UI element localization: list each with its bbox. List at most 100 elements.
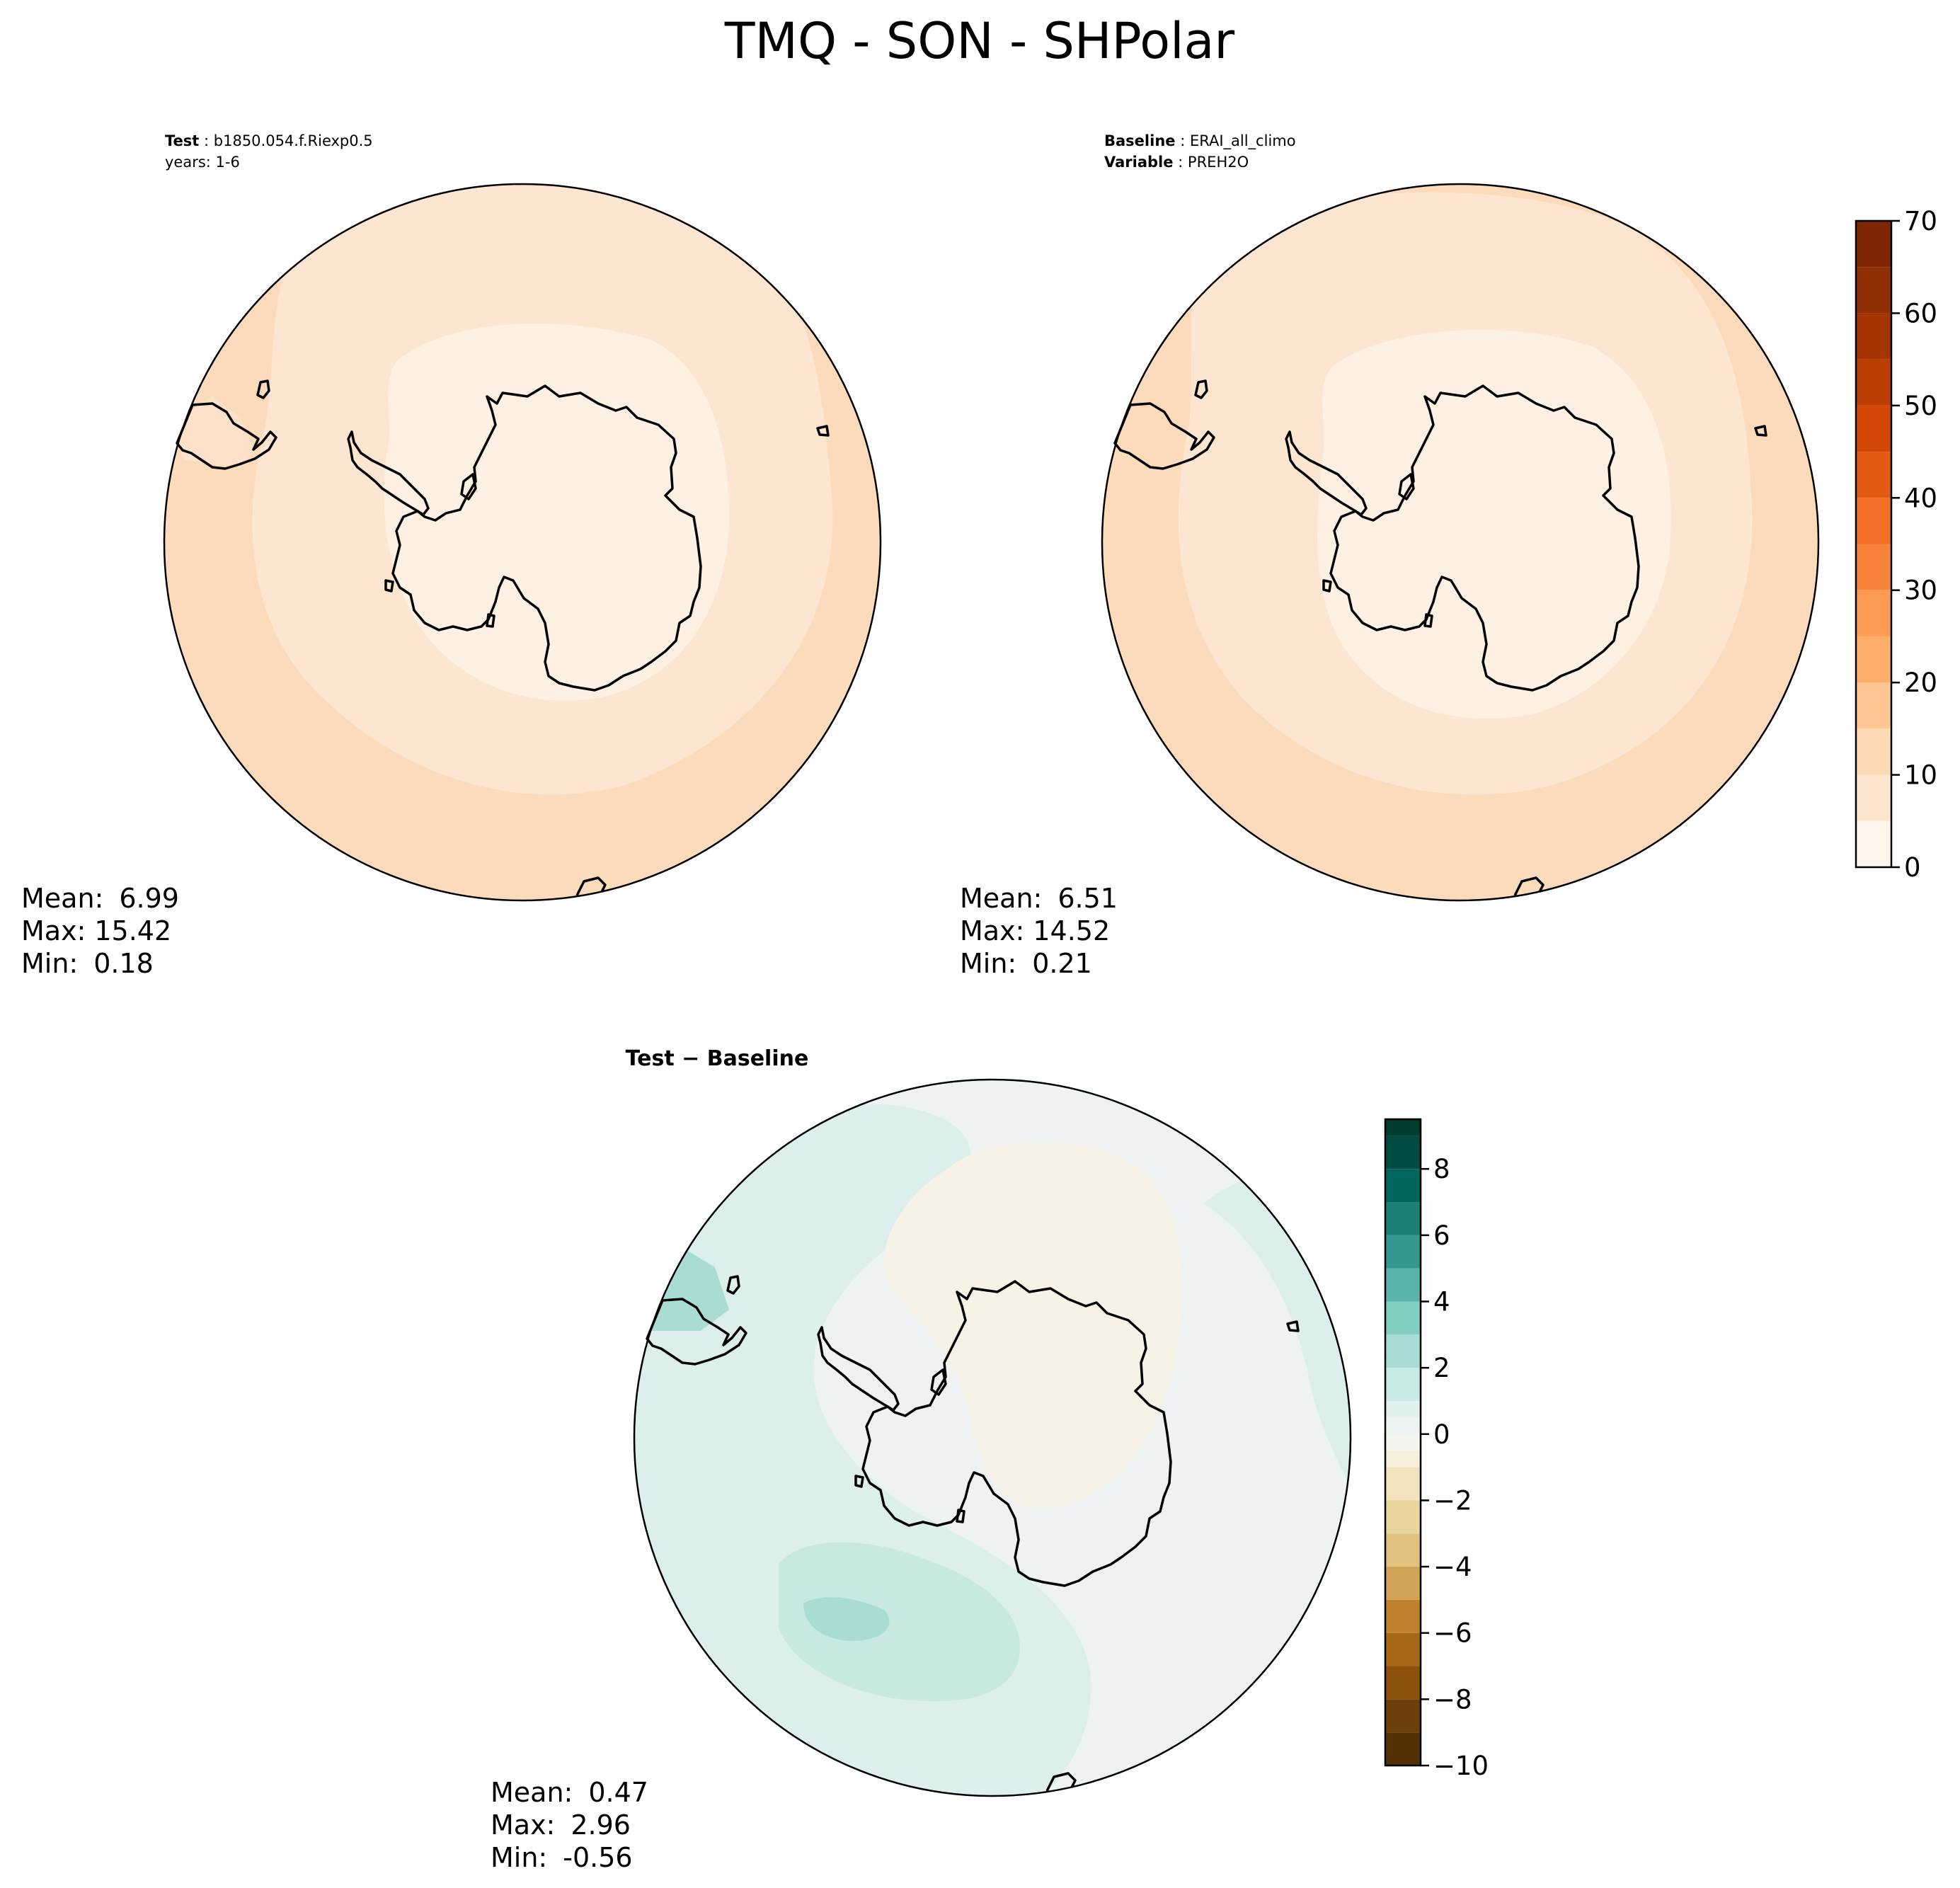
colorbar-difference-segment <box>1385 1732 1421 1766</box>
test-australia-tint <box>170 396 255 467</box>
colorbar-difference-segment <box>1385 1135 1421 1169</box>
baseline-stat-max: Max: 14.52 <box>960 915 1110 946</box>
colorbar-main-segment <box>1856 774 1891 821</box>
colorbar-main-segment <box>1856 498 1891 544</box>
panel-baseline: Baseline : ERAI_all_climo Variable : PRE… <box>960 132 1937 979</box>
test-stat-max-value: 15.42 <box>94 915 171 946</box>
antarctic-peninsula <box>817 1326 900 1412</box>
difference-map <box>634 1080 1351 1796</box>
colorbar-main-frame <box>1855 219 1893 869</box>
colorbar-main-tick-label: 30 <box>1904 576 1937 606</box>
colorbar-main-segment <box>1856 820 1891 867</box>
colorbar-difference-tick-label: −2 <box>1433 1485 1472 1516</box>
test-header-line-1: Test : b1850.054.f.Riexp0.5 <box>165 132 373 149</box>
test-island-1 <box>460 473 477 500</box>
colorbar-main-tick-label: 10 <box>1904 760 1937 791</box>
panel-test: Test : b1850.054.f.Riexp0.5 years: 1-6 M… <box>21 132 882 979</box>
baseline-stat-max-label: Max: <box>960 915 1024 946</box>
colorbar-main-segment <box>1856 544 1891 590</box>
new-zealand-outline <box>256 379 270 399</box>
colorbar-difference-segment <box>1385 1467 1421 1501</box>
baseline-header-value: ERAI_all_climo <box>1190 132 1296 150</box>
colorbar-main-segment <box>1856 221 1891 268</box>
baseline-stat-min-value: 0.21 <box>1032 948 1092 979</box>
baseline-stat-max-value: 14.52 <box>1033 915 1110 946</box>
colorbar-main: 0 10 20 30 40 50 60 70 <box>1855 206 1937 883</box>
test-stat-mean-value: 6.99 <box>119 883 179 914</box>
colorbar-difference-segment <box>1385 1500 1421 1534</box>
colorbar-main-segment <box>1856 452 1891 498</box>
baseline-coastlines <box>1113 379 1767 896</box>
colorbar-main-segment <box>1856 405 1891 452</box>
baseline-stat-mean-value: 6.51 <box>1058 883 1118 914</box>
test-stat-min-value: 0.18 <box>93 948 154 979</box>
test-stat-max-label: Max: <box>21 915 86 946</box>
australia-outline <box>1113 402 1215 470</box>
variable-header-label: Variable <box>1104 154 1173 171</box>
test-map-boundary <box>163 183 882 902</box>
colorbar-main-segment <box>1856 313 1891 360</box>
colorbar-difference-segment <box>1385 1169 1421 1203</box>
baseline-island-2 <box>1423 613 1433 628</box>
colorbar-difference-segment <box>1385 1235 1421 1269</box>
difference-stat-min: Min: -0.56 <box>491 1842 633 1873</box>
colorbar-difference-segment <box>1385 1699 1421 1733</box>
panel-difference: Test − Baseline Mean: 0.47 Max: 2.96 Min: -… <box>491 1046 1489 1873</box>
colorbar-difference-tick-label: 0 <box>1433 1419 1450 1450</box>
test-stat-mean: Mean: 6.99 <box>21 883 179 914</box>
baseline-header-line-2: Variable : PREH2O <box>1104 154 1249 171</box>
baseline-island-3 <box>1322 579 1332 593</box>
test-header-label: Test <box>165 132 199 149</box>
colorbar-difference-segment <box>1385 1119 1421 1136</box>
africa-tip <box>1754 425 1767 437</box>
colorbar-difference-tick-label: −4 <box>1433 1552 1472 1582</box>
colorbar-main-tick-label: 70 <box>1904 206 1937 236</box>
colorbar-difference-segment <box>1385 1666 1421 1700</box>
difference-map-boundary <box>633 1078 1352 1797</box>
baseline-stat-min-label: Min: <box>960 948 1016 979</box>
baseline-stat-min: Min: 0.21 <box>960 948 1092 979</box>
new-zealand-outline <box>726 1275 740 1295</box>
colorbar-main-tick-label: 0 <box>1904 852 1921 883</box>
antarctic-peninsula <box>1285 430 1368 516</box>
variable-header-value: PREH2O <box>1188 154 1249 171</box>
baseline-map-boundary <box>1101 183 1820 902</box>
south-america-tip <box>575 876 607 896</box>
colorbar-main-segment <box>1856 267 1891 314</box>
difference-positive-mid <box>779 1542 1021 1702</box>
colorbar-main-tick-label: 20 <box>1904 668 1937 698</box>
difference-positive-strong <box>803 1597 890 1642</box>
colorbar-difference-segment <box>1385 1268 1421 1302</box>
baseline-island-1 <box>1398 473 1415 500</box>
south-america-tip <box>1045 1772 1077 1792</box>
colorbar-main-segment <box>1856 636 1891 683</box>
difference-stat-max-label: Max: <box>491 1809 555 1841</box>
test-header-line-2: years: 1-6 <box>165 154 240 171</box>
test-stat-min: Min: 0.18 <box>21 948 154 979</box>
colorbar-main-segment <box>1856 359 1891 406</box>
test-stat-min-label: Min: <box>21 948 78 979</box>
test-coastlines <box>176 379 830 896</box>
baseline-inner-band <box>1317 330 1671 719</box>
baseline-header-label: Baseline <box>1104 132 1176 149</box>
colorbar-main-segment <box>1856 728 1891 775</box>
baseline-map <box>1102 184 1818 900</box>
test-header-value: b1850.054.f.Riexp0.5 <box>214 132 373 149</box>
baseline-stat-mean: Mean: 6.51 <box>960 883 1118 914</box>
difference-stat-min-value: -0.56 <box>563 1842 632 1873</box>
difference-stat-mean: Mean: 0.47 <box>491 1777 648 1808</box>
colorbar-difference-segment <box>1385 1400 1421 1418</box>
africa-tip <box>1286 1320 1300 1332</box>
colorbar-main-tick-label: 50 <box>1904 391 1937 421</box>
test-stat-max: Max: 15.42 <box>21 915 171 946</box>
test-island-3 <box>384 579 394 593</box>
colorbar-difference: −10 −8 −6 −4 −2 0 2 4 6 8 <box>1384 1118 1489 1781</box>
difference-stat-max: Max: 2.96 <box>491 1809 631 1841</box>
africa-tip <box>816 425 830 437</box>
colorbar-difference-tick-label: 8 <box>1433 1154 1450 1184</box>
colorbar-difference-tick-label: 2 <box>1433 1353 1450 1383</box>
australia-outline <box>646 1298 747 1366</box>
difference-island-2 <box>956 1509 965 1523</box>
colorbar-difference-segment <box>1385 1434 1421 1451</box>
australia-outline <box>176 402 277 470</box>
